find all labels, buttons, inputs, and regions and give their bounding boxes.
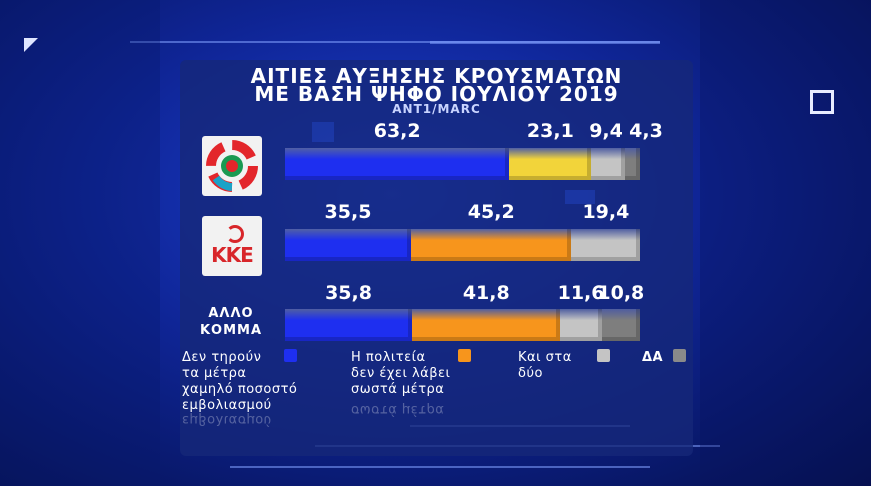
bar-segment — [285, 148, 510, 180]
bar-segment — [509, 148, 592, 180]
square-outline-icon — [810, 90, 834, 114]
bar-value-label: 10,8 — [597, 282, 645, 304]
corner-arrow-icon — [24, 38, 38, 52]
bar-value-label: 23,1 — [526, 120, 574, 142]
party-logo-1 — [202, 136, 262, 196]
row-label-other-party: ΑΛΛΟ ΚΟΜΜΑ — [190, 305, 272, 339]
party-logo-1-icon — [206, 140, 258, 192]
bar-segment — [571, 229, 641, 261]
kke-logo-text: KKE — [211, 243, 254, 267]
bar-value-label: 9,4 — [589, 120, 623, 142]
legend-label-line: εμβολιασμού — [182, 398, 272, 413]
bar-segment — [285, 309, 413, 341]
bar-value-label: 63,2 — [373, 120, 421, 142]
bar-segment — [285, 229, 412, 261]
legend-label-line: τα μέτρα — [182, 366, 247, 381]
bg-line — [130, 41, 660, 43]
legend-label-line: σωστά μέτρα — [351, 382, 445, 397]
panel-accent-block — [565, 190, 595, 204]
bar-value-label: 45,2 — [467, 201, 515, 223]
kke-hammer-sickle-icon — [226, 225, 244, 243]
legend-label-line: Δεν τηρούν — [182, 350, 262, 365]
party-logo-kke: KKE — [202, 216, 262, 276]
bar-value-label: 4,3 — [629, 120, 663, 142]
legend-label-line: Η πολιτεία — [351, 350, 426, 365]
legend-label: ΔΑ — [642, 350, 663, 366]
bar-value-label: 11,6 — [557, 282, 605, 304]
bar-value-label: 35,8 — [325, 282, 372, 304]
legend-label-line: ΔΑ — [642, 350, 664, 365]
bar-value-label: 41,8 — [462, 282, 510, 304]
legend-swatch — [458, 349, 471, 362]
row-label-line: ΚΟΜΜΑ — [199, 323, 263, 338]
legend-swatch — [284, 349, 297, 362]
bar-segment — [412, 309, 561, 341]
legend-reflection: σωστά μέτρα — [351, 402, 445, 417]
chart-title-line2: ΜΕ ΒΑΣΗ ΨΗΦΟ ΙΟΥΛΙΟΥ 2019 — [254, 82, 619, 106]
bg-block — [700, 0, 871, 486]
legend-label: Και στα δύο — [518, 350, 572, 382]
legend-label-line: δύο — [518, 366, 543, 381]
legend-label-line: Και στα — [518, 350, 572, 365]
bar-value-label: 19,4 — [582, 201, 630, 223]
bar-segment — [624, 148, 640, 180]
bar-value-label: 35,5 — [324, 201, 372, 223]
legend-label-line: δεν έχει λάβει — [351, 366, 451, 381]
row-label-line: ΑΛΛΟ — [208, 306, 254, 321]
bar-segment — [411, 229, 572, 261]
legend-label-line: χαμηλό ποσοστό — [182, 382, 298, 397]
legend-label: Η πολιτεία δεν έχει λάβει σωστά μέτρα — [351, 350, 450, 398]
legend-swatch — [597, 349, 610, 362]
bg-line — [430, 41, 660, 44]
bg-line — [230, 466, 650, 468]
bar-segment — [560, 309, 602, 341]
legend-label: Δεν τηρούν τα μέτρα χαμηλό ποσοστό εμβολιασ… — [182, 350, 297, 414]
bg-block — [0, 0, 160, 486]
bar-segment — [591, 148, 625, 180]
legend-swatch — [673, 349, 686, 362]
chart-subtitle: ANT1/MARC — [392, 102, 481, 116]
panel-accent-block — [312, 122, 334, 142]
bar-segment — [601, 309, 640, 341]
chart-title: ΑΙΤΙΕΣ ΑΥΞΗΣΗΣ ΚΡΟΥΣΜΑΤΩΝ — [250, 64, 623, 88]
legend-reflection: εμβολιασμού — [182, 412, 272, 427]
